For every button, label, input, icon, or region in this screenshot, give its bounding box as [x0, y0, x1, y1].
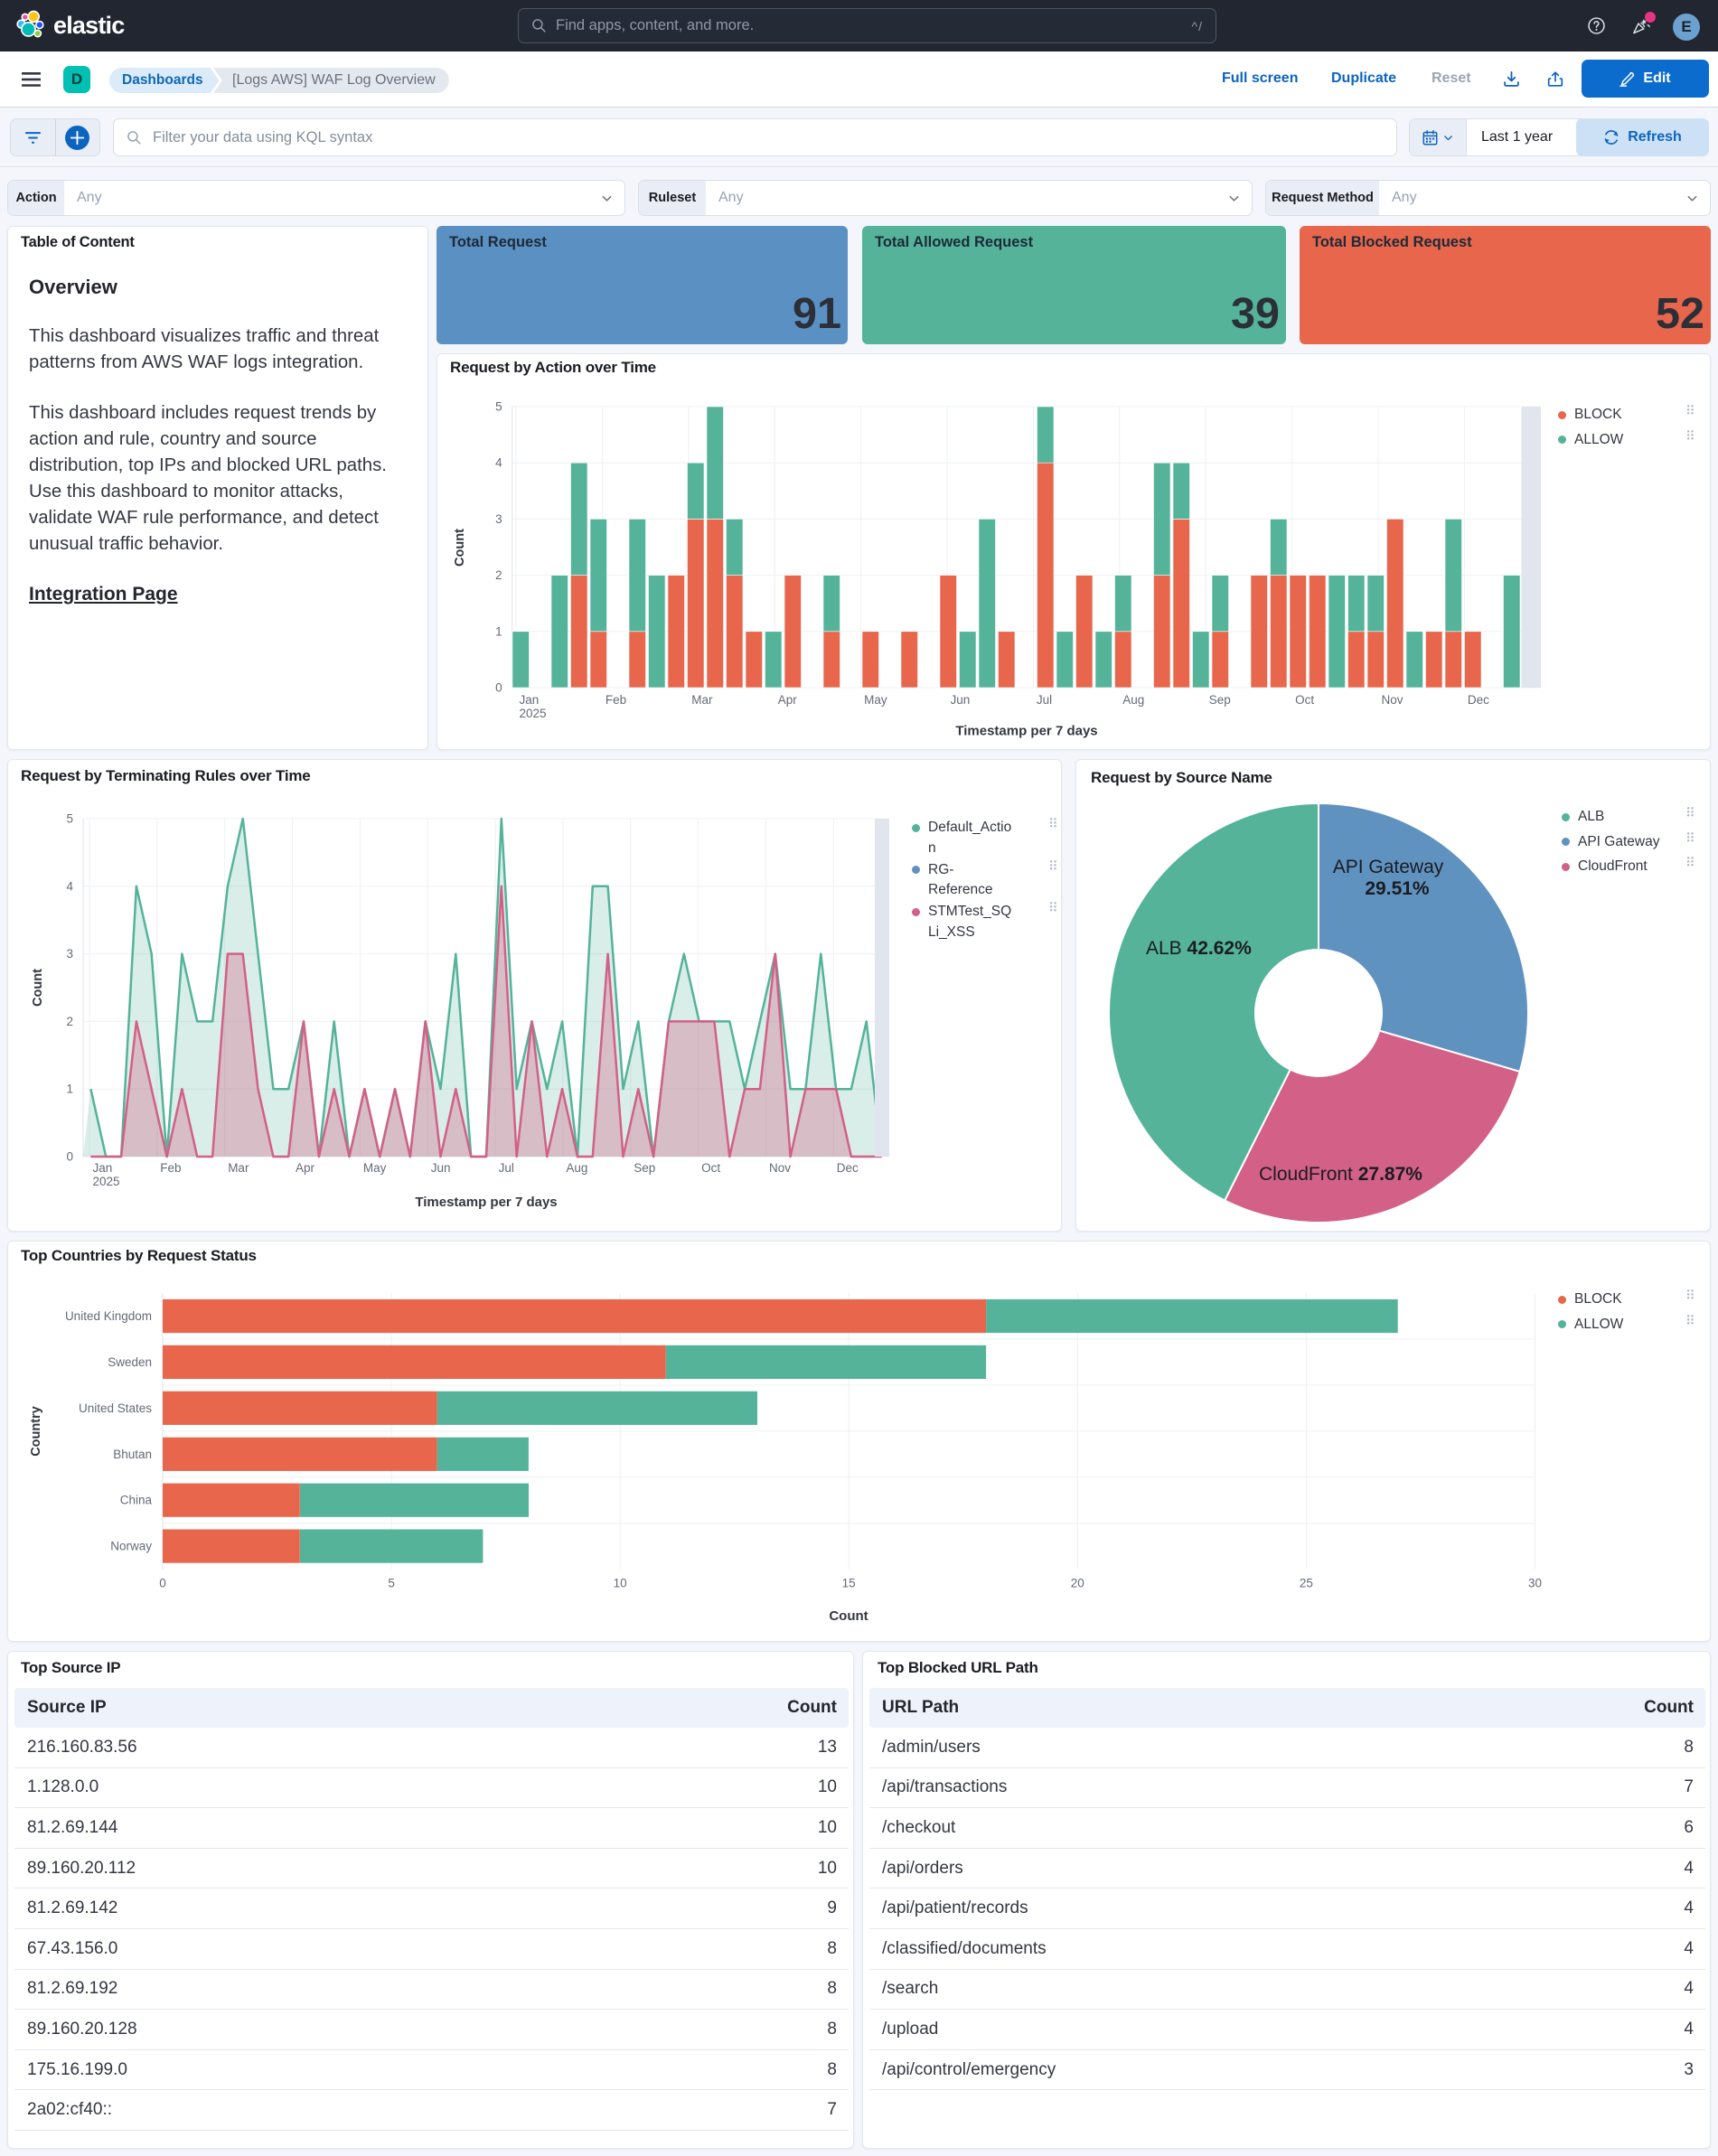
svg-text:25: 25 [1300, 1577, 1313, 1590]
svg-text:CloudFront 27.87%: CloudFront 27.87% [1259, 1164, 1422, 1185]
svg-text:5: 5 [495, 400, 502, 414]
svg-text:Timestamp per 7 days: Timestamp per 7 days [955, 724, 1097, 739]
svg-text:Oct: Oct [1295, 693, 1314, 707]
svg-text:2: 2 [66, 1015, 73, 1028]
svg-text:Country: Country [29, 1406, 43, 1457]
svg-text:3: 3 [495, 512, 502, 526]
svg-text:2: 2 [495, 568, 502, 582]
svg-text:5: 5 [66, 812, 73, 826]
svg-text:2025: 2025 [93, 1175, 120, 1188]
svg-text:May: May [864, 693, 887, 707]
svg-text:0: 0 [66, 1150, 73, 1164]
svg-text:2025: 2025 [520, 707, 547, 720]
svg-text:Jun: Jun [951, 693, 971, 707]
svg-text:30: 30 [1528, 1577, 1542, 1590]
svg-text:Mar: Mar [691, 693, 713, 707]
svg-text:0: 0 [495, 681, 502, 695]
svg-text:May: May [363, 1161, 387, 1175]
svg-text:Sep: Sep [634, 1161, 655, 1175]
svg-text:Count: Count [453, 529, 467, 567]
svg-text:Bhutan: Bhutan [113, 1448, 152, 1461]
svg-text:API Gateway: API Gateway [1333, 857, 1444, 877]
svg-text:Dec: Dec [837, 1161, 859, 1175]
svg-text:Aug: Aug [566, 1161, 587, 1175]
svg-text:Apr: Apr [778, 693, 798, 707]
svg-text:Aug: Aug [1122, 693, 1144, 707]
svg-text:ALB 42.62%: ALB 42.62% [1146, 938, 1252, 959]
svg-text:Sep: Sep [1209, 693, 1231, 707]
svg-text:5: 5 [388, 1577, 395, 1590]
svg-text:Jul: Jul [499, 1161, 514, 1175]
svg-text:29.51%: 29.51% [1365, 878, 1430, 899]
svg-text:United Kingdom: United Kingdom [65, 1309, 152, 1323]
svg-text:10: 10 [614, 1577, 627, 1590]
svg-text:Sweden: Sweden [108, 1355, 152, 1369]
svg-text:Feb: Feb [606, 693, 626, 707]
svg-text:Norway: Norway [110, 1540, 152, 1553]
svg-text:Nov: Nov [769, 1161, 791, 1175]
svg-text:20: 20 [1071, 1577, 1084, 1590]
svg-text:1: 1 [495, 624, 502, 638]
svg-text:Feb: Feb [160, 1161, 181, 1175]
svg-text:Timestamp per 7 days: Timestamp per 7 days [415, 1195, 557, 1210]
svg-text:Jun: Jun [431, 1161, 451, 1175]
svg-text:1: 1 [66, 1083, 73, 1096]
svg-text:Dec: Dec [1468, 693, 1489, 707]
svg-text:15: 15 [842, 1577, 856, 1590]
svg-text:Jul: Jul [1037, 693, 1052, 707]
svg-text:0: 0 [159, 1577, 166, 1590]
svg-text:3: 3 [66, 947, 73, 961]
svg-text:Jan: Jan [520, 693, 540, 707]
svg-text:4: 4 [495, 456, 502, 470]
svg-text:China: China [120, 1494, 153, 1507]
svg-text:Count: Count [829, 1608, 868, 1624]
svg-text:Mar: Mar [228, 1161, 249, 1175]
svg-text:Nov: Nov [1382, 693, 1404, 707]
svg-text:4: 4 [66, 879, 73, 893]
svg-text:Apr: Apr [296, 1161, 315, 1175]
svg-text:Jan: Jan [93, 1161, 113, 1175]
svg-text:United States: United States [79, 1401, 152, 1415]
svg-text:Oct: Oct [701, 1161, 720, 1175]
svg-text:Count: Count [31, 969, 45, 1007]
